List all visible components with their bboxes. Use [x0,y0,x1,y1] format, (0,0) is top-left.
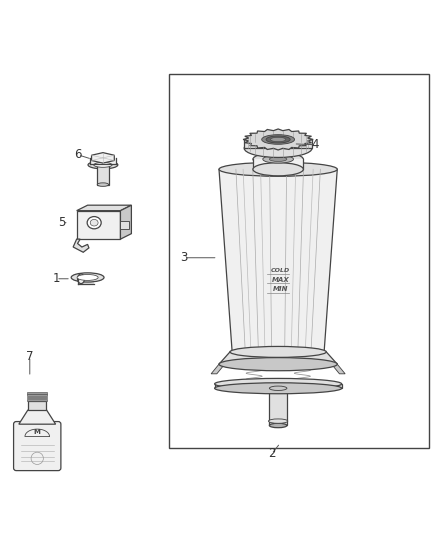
Polygon shape [219,169,337,352]
Bar [97,164,109,184]
Bar [27,399,47,400]
Ellipse shape [261,135,294,144]
Bar [27,392,47,394]
Ellipse shape [269,157,287,161]
Bar [169,74,429,448]
Text: COLD: COLD [271,269,290,273]
Polygon shape [77,205,131,211]
Polygon shape [211,364,225,374]
Ellipse shape [90,220,98,226]
Ellipse shape [266,136,290,143]
Ellipse shape [219,358,337,371]
Ellipse shape [97,183,109,187]
Polygon shape [77,211,120,239]
Polygon shape [243,129,313,150]
Polygon shape [215,384,342,388]
Text: 7: 7 [26,350,34,363]
Ellipse shape [268,419,288,423]
Polygon shape [120,221,129,229]
Text: 3: 3 [180,251,187,264]
Ellipse shape [215,378,342,390]
Ellipse shape [230,346,326,358]
FancyBboxPatch shape [14,422,61,471]
Polygon shape [219,352,337,364]
Polygon shape [19,410,56,424]
Ellipse shape [87,216,101,229]
Text: 4: 4 [311,138,319,151]
Bar [90,158,116,164]
Polygon shape [120,205,131,239]
Text: 2: 2 [268,448,276,461]
Text: M: M [34,429,41,435]
Ellipse shape [88,161,118,169]
Ellipse shape [263,155,293,163]
Polygon shape [332,364,345,374]
Polygon shape [73,239,89,252]
Polygon shape [92,152,114,163]
Ellipse shape [253,163,303,176]
Text: 5: 5 [59,216,66,229]
Text: MIN: MIN [272,286,288,292]
Ellipse shape [244,139,312,157]
Text: 1: 1 [52,272,60,285]
Bar [27,394,47,396]
Bar [269,388,287,425]
Polygon shape [244,140,312,148]
Ellipse shape [78,274,85,284]
Bar [253,159,303,169]
Ellipse shape [270,138,286,142]
Ellipse shape [269,386,287,391]
Text: 6: 6 [74,148,82,161]
Ellipse shape [71,273,104,282]
Ellipse shape [269,423,287,427]
Ellipse shape [94,163,112,167]
Polygon shape [78,279,94,284]
Ellipse shape [215,383,342,394]
Text: MAX: MAX [272,277,289,282]
Ellipse shape [253,152,303,166]
Ellipse shape [219,162,337,176]
Ellipse shape [77,274,98,280]
Bar [27,397,47,398]
Bar [28,400,46,410]
